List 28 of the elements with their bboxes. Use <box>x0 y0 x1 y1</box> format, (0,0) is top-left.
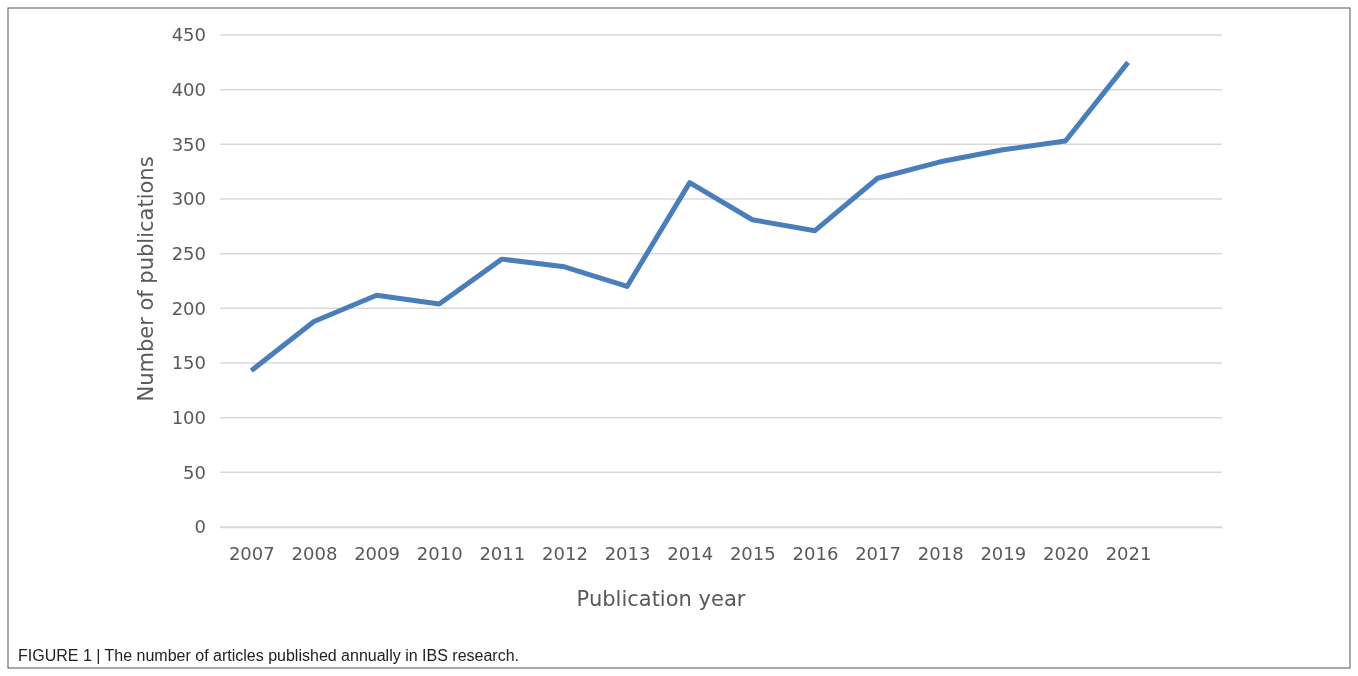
x-tick-label: 2012 <box>542 542 588 564</box>
x-tick-label: 2011 <box>479 542 526 564</box>
x-tick-label: 2016 <box>792 542 839 564</box>
x-tick-label: 2010 <box>416 542 463 564</box>
caption: FIGURE 1 | The number of articles published annually in IBS research. <box>18 647 519 664</box>
x-tick-label: 2021 <box>1105 542 1152 564</box>
x-tick-label: 2017 <box>855 542 901 564</box>
x-axis-title: Publication year <box>576 587 746 611</box>
y-tick-label: 200 <box>171 297 206 319</box>
x-tick-label: 2019 <box>980 542 1027 564</box>
y-tick-label: 400 <box>171 78 206 100</box>
y-tick-label: 350 <box>171 133 206 155</box>
x-tick-label: 2009 <box>354 542 400 564</box>
y-tick-label: 150 <box>171 352 206 374</box>
y-tick-label: 250 <box>171 242 206 264</box>
x-tick-label: 2008 <box>291 542 338 564</box>
y-tick-label: 0 <box>194 516 206 538</box>
x-tick-label: 2007 <box>228 542 275 564</box>
y-tick-label: 300 <box>171 188 206 210</box>
x-tick-label: 2018 <box>917 542 964 564</box>
x-tick-label: 2014 <box>667 542 714 564</box>
x-tick-label: 2013 <box>604 542 651 564</box>
y-tick-label: 450 <box>171 24 206 46</box>
y-tick-label: 50 <box>183 461 206 483</box>
y-tick-label: 100 <box>171 406 206 428</box>
y-axis-title: Number of publications <box>134 156 158 402</box>
x-tick-label: 2015 <box>729 542 776 564</box>
x-tick-label: 2020 <box>1043 542 1089 564</box>
